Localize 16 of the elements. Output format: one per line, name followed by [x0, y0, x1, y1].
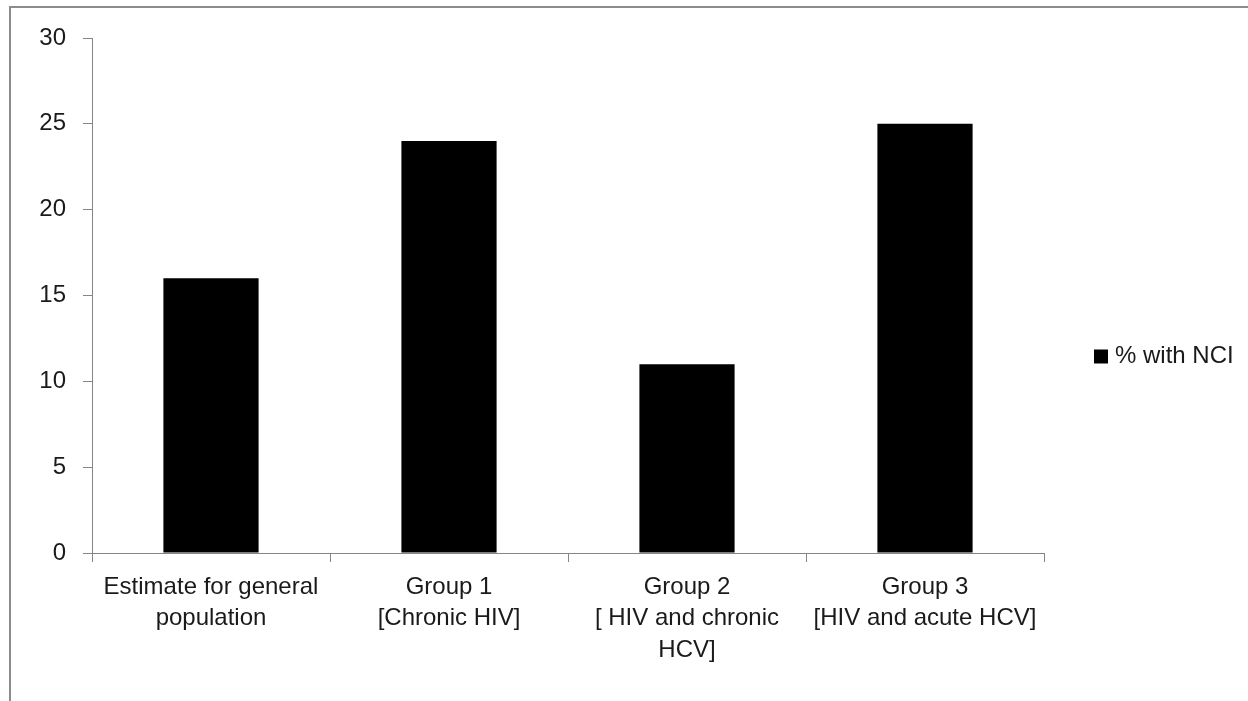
bar	[401, 141, 497, 553]
y-tick-label: 15	[39, 280, 66, 308]
bar	[163, 278, 259, 553]
x-tick-label: Group 2 [ HIV and chronic HCV]	[594, 572, 780, 662]
x-tick-label: Group 3 [HIV and acute HCV]	[813, 572, 1037, 631]
legend-label: % with NCI	[1115, 341, 1234, 369]
y-tick-label: 25	[39, 108, 66, 136]
y-tick-label: 20	[39, 194, 66, 222]
bar	[639, 364, 735, 553]
x-tick-label: Group 1 [Chronic HIV]	[377, 572, 521, 631]
y-tick-label: 0	[52, 537, 66, 565]
y-tick-label: 5	[52, 451, 66, 479]
x-tick-label: Estimate for general population	[103, 572, 319, 631]
y-tick-label: 10	[39, 365, 66, 393]
bar	[877, 123, 973, 553]
y-tick-label: 30	[39, 22, 66, 50]
